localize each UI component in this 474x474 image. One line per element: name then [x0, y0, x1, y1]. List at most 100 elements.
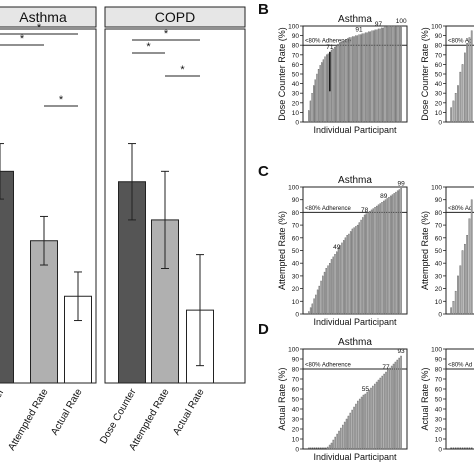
participant-bar [332, 48, 334, 123]
participant-bar [332, 256, 334, 315]
value-label: 91 [355, 27, 363, 34]
participant-bar [311, 303, 314, 315]
participant-bar [382, 27, 385, 123]
participant-bar [316, 73, 318, 123]
y-tick-label: 100 [431, 24, 442, 31]
y-tick-label: 50 [292, 397, 300, 404]
significance-star-0-2: * [59, 94, 64, 106]
y-tick-label: 70 [292, 52, 300, 59]
participant-bar [394, 25, 396, 123]
participant-bar [450, 307, 453, 315]
y-tick-label: 100 [288, 185, 299, 192]
participant-bar [324, 56, 326, 123]
panel-c-copd-attempted: 0 10 20 30 40 50 60 70 80 90 100 Attempted Rate (%)… [420, 185, 474, 319]
y-tick-label: 30 [435, 273, 443, 280]
y-tick-label: 90 [435, 33, 443, 40]
participant-bar [400, 188, 402, 315]
participant-bar [347, 415, 350, 450]
participant-bar [316, 289, 319, 315]
participant-bar [337, 247, 340, 315]
y-tick-label: 40 [435, 407, 443, 414]
y-axis-label: Attempted Rate (%) [277, 211, 287, 290]
participant-bar [383, 373, 385, 450]
y-tick-label: 100 [431, 185, 442, 192]
y-tick-label: 20 [292, 286, 300, 293]
y-tick-label: 100 [431, 347, 442, 354]
panel-letter-b: B [258, 1, 269, 18]
participant-bar [320, 280, 322, 315]
participant-bar [364, 32, 367, 123]
participant-bar [461, 250, 464, 315]
significance-star-0-1: * [37, 22, 42, 34]
participant-bar [383, 200, 385, 315]
participant-bar [338, 430, 340, 450]
participant-bar [349, 412, 352, 450]
category-label-0-2: Actual Rate [49, 387, 85, 438]
participant-bar [385, 26, 388, 123]
participant-bar [459, 71, 462, 123]
panel-letter-c: C [258, 163, 269, 180]
participant-bar [338, 43, 341, 123]
y-axis-label: Actual Rate (%) [420, 367, 430, 430]
participant-bar [463, 52, 466, 123]
participant-bar [348, 37, 350, 123]
participant-bar [323, 271, 326, 315]
participant-bar [454, 93, 457, 123]
y-tick-label: 60 [435, 235, 443, 242]
participant-bar [374, 29, 376, 123]
participant-bar [389, 25, 391, 123]
x-axis-label: Individual Participant [313, 317, 397, 327]
participant-bar [370, 209, 373, 315]
y-axis-label: Dose Counter Rate (%) [420, 27, 430, 121]
participant-bar [322, 59, 325, 123]
category-label-0-1: Attempted Rate [6, 387, 50, 453]
participant-bar [342, 41, 344, 123]
participant-bar [392, 363, 395, 450]
participant-bar [389, 367, 391, 450]
participant-bar [372, 208, 374, 315]
y-tick-label: 70 [435, 52, 443, 59]
participant-bar [355, 226, 357, 315]
participant-bar [357, 400, 359, 450]
y-tick-label: 30 [292, 91, 300, 98]
y-tick-label: 10 [435, 299, 443, 306]
participant-bar [466, 235, 469, 315]
participant-bar [314, 79, 316, 123]
y-tick-label: 100 [288, 24, 299, 31]
y-tick-label: 60 [292, 387, 300, 394]
participant-bar [367, 212, 369, 315]
participant-bar [363, 33, 365, 123]
participant-bar [389, 195, 392, 315]
participant-bar [387, 369, 389, 450]
participant-bar [386, 198, 388, 315]
participant-bar [353, 406, 355, 450]
participant-bar [361, 33, 363, 123]
participant-bar [363, 214, 366, 315]
participant-bar [328, 444, 331, 450]
participant-bar [351, 36, 354, 123]
y-tick-label: 70 [292, 223, 300, 230]
participant-bar [356, 35, 359, 123]
participant-bar [356, 224, 359, 315]
participant-bar [334, 46, 336, 123]
participant-bar [457, 275, 459, 315]
strip-header-0 [0, 6, 97, 28]
participant-bar [330, 49, 333, 123]
value-label: 100 [396, 18, 407, 25]
participant-bar [368, 31, 370, 123]
participant-bar [392, 25, 394, 123]
participant-bar [374, 383, 376, 450]
participant-bar [397, 25, 399, 123]
y-tick-label: 20 [292, 100, 300, 107]
y-tick-label: 40 [292, 261, 300, 268]
participant-bar [322, 275, 324, 315]
participant-bar [395, 25, 397, 123]
strip-header-1 [104, 6, 246, 28]
participant-bar [330, 442, 333, 450]
participant-bar [372, 385, 374, 450]
participant-bar [371, 30, 373, 123]
participant-bar [394, 361, 397, 450]
y-tick-label: 80 [292, 367, 300, 374]
y-axis-label: Actual Rate (%) [277, 367, 287, 430]
